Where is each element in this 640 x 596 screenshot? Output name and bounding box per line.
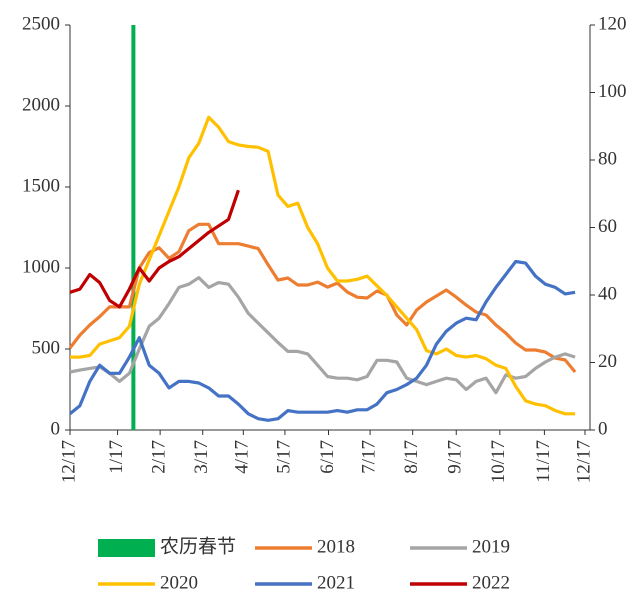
y2-tick-label: 40 <box>598 283 617 304</box>
series-line <box>70 115 576 416</box>
y-tick-label: 500 <box>32 337 61 358</box>
y2-tick-label: 100 <box>598 81 627 102</box>
y2-tick-label: 0 <box>598 418 608 439</box>
x-tick-label: 10/17 <box>488 440 509 483</box>
x-tick-label: 8/17 <box>401 440 422 474</box>
y-tick-label: 0 <box>51 418 61 439</box>
x-tick-label: 11/17 <box>533 440 554 483</box>
legend-label: 2020 <box>160 572 198 593</box>
series-line <box>68 222 577 374</box>
y2-tick-label: 80 <box>598 148 617 169</box>
y-tick-label: 1500 <box>22 175 60 196</box>
legend-label: 2022 <box>472 572 510 593</box>
y2-tick-label: 60 <box>598 216 617 237</box>
series-line <box>69 276 576 395</box>
y2-tick-label: 20 <box>598 351 617 372</box>
x-tick-label: 3/17 <box>191 440 212 474</box>
series-line <box>69 189 240 309</box>
x-tick-label: 6/17 <box>317 440 338 474</box>
legend-swatch <box>98 539 155 557</box>
x-tick-label: 7/17 <box>358 440 379 474</box>
legend-label: 2018 <box>317 536 355 557</box>
x-tick-label: 5/17 <box>273 440 294 474</box>
legend-label: 2019 <box>472 536 510 557</box>
x-tick-label: 12/17 <box>58 440 79 483</box>
holiday-bar <box>131 25 136 430</box>
x-tick-label: 4/17 <box>232 440 253 474</box>
y2-tick-label: 120 <box>598 13 627 34</box>
legend-label: 农历春节 <box>160 535 236 557</box>
x-tick-label: 1/17 <box>106 440 127 474</box>
series-line <box>68 259 576 422</box>
legend-label: 2021 <box>317 572 355 593</box>
y-tick-label: 2500 <box>22 13 60 34</box>
x-tick-label: 2/17 <box>148 440 169 474</box>
x-tick-label: 9/17 <box>445 440 466 474</box>
y-tick-label: 1000 <box>22 256 60 277</box>
x-tick-label: 12/17 <box>573 440 594 483</box>
y-tick-label: 2000 <box>22 94 60 115</box>
